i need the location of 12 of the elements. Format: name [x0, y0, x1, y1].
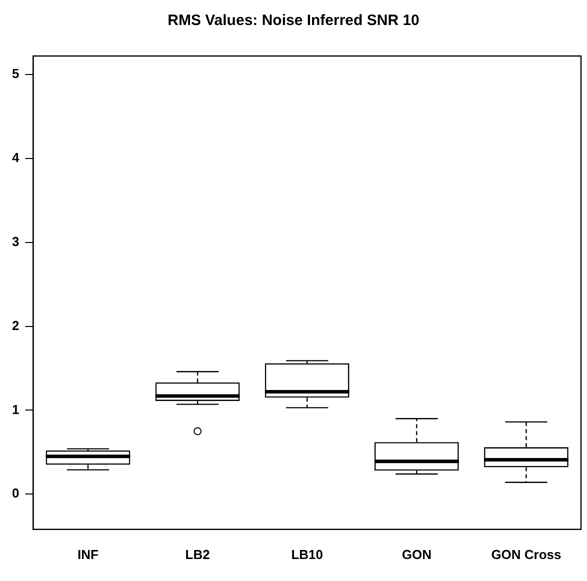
y-tick-label: 3 [12, 234, 20, 249]
x-tick-label: GON [402, 546, 432, 562]
y-tick-label: 5 [12, 66, 20, 82]
x-tick-label: GON Cross [491, 546, 562, 562]
y-tick-label: 4 [12, 150, 20, 165]
y-tick-label: 1 [12, 402, 20, 417]
x-tick-label: LB2 [185, 546, 210, 562]
y-tick-label: 0 [12, 486, 20, 501]
x-tick-label: LB10 [291, 546, 324, 562]
x-tick-label: INF [78, 546, 99, 562]
chart-title: RMS Values: Noise Inferred SNR 10 [168, 12, 420, 30]
y-tick-label: 2 [12, 318, 20, 333]
